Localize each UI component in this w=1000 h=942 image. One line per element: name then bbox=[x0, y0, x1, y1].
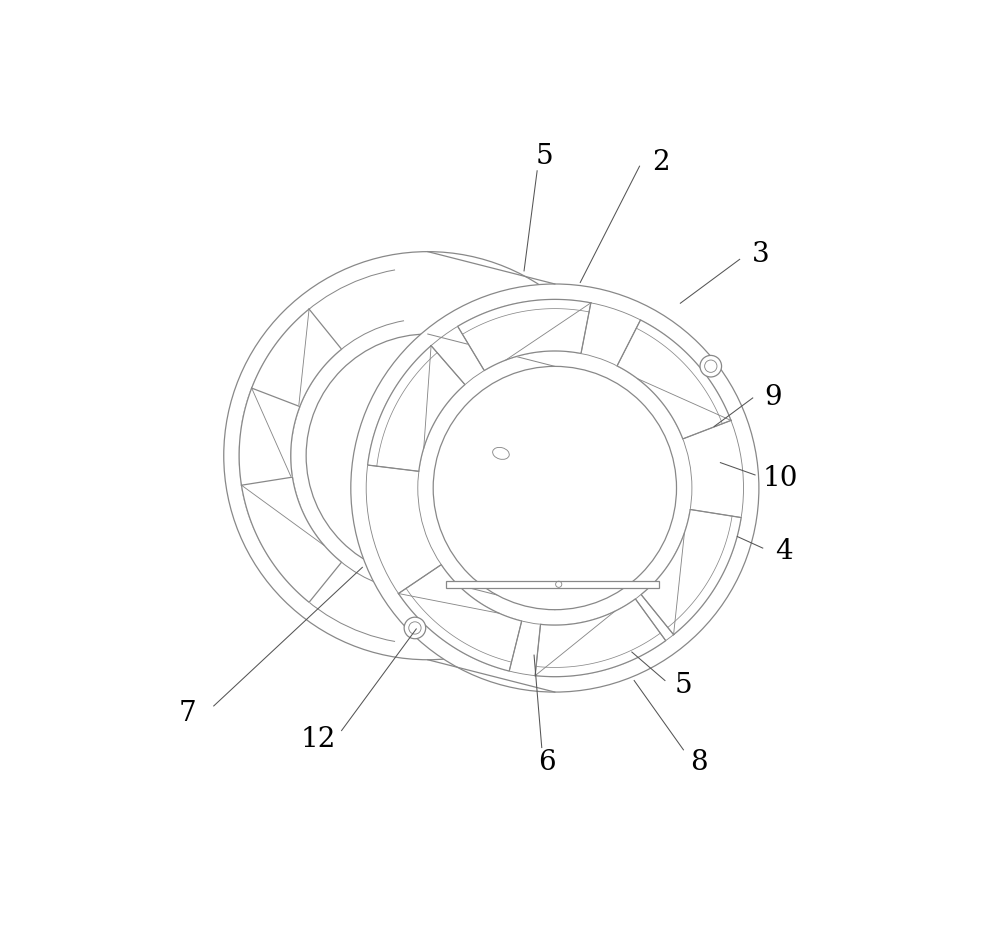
Polygon shape bbox=[641, 510, 741, 635]
Circle shape bbox=[404, 617, 426, 639]
Text: 5: 5 bbox=[536, 143, 554, 171]
Circle shape bbox=[351, 284, 759, 692]
Text: 10: 10 bbox=[763, 464, 798, 492]
Text: 9: 9 bbox=[764, 384, 782, 412]
Text: 2: 2 bbox=[652, 149, 670, 176]
Text: 6: 6 bbox=[538, 750, 556, 776]
Text: 5: 5 bbox=[675, 673, 692, 699]
Text: 4: 4 bbox=[775, 539, 792, 565]
Text: 8: 8 bbox=[690, 750, 708, 776]
Polygon shape bbox=[239, 388, 300, 524]
FancyBboxPatch shape bbox=[446, 581, 659, 588]
Polygon shape bbox=[458, 300, 591, 370]
Polygon shape bbox=[241, 478, 342, 602]
Polygon shape bbox=[241, 309, 342, 434]
Polygon shape bbox=[368, 346, 465, 471]
Text: 12: 12 bbox=[301, 726, 336, 754]
Text: 3: 3 bbox=[752, 241, 769, 268]
Circle shape bbox=[433, 366, 677, 609]
Polygon shape bbox=[535, 599, 666, 676]
Circle shape bbox=[224, 252, 632, 659]
Polygon shape bbox=[398, 564, 522, 671]
Circle shape bbox=[700, 355, 722, 377]
Polygon shape bbox=[617, 320, 731, 439]
Text: 7: 7 bbox=[179, 700, 196, 727]
